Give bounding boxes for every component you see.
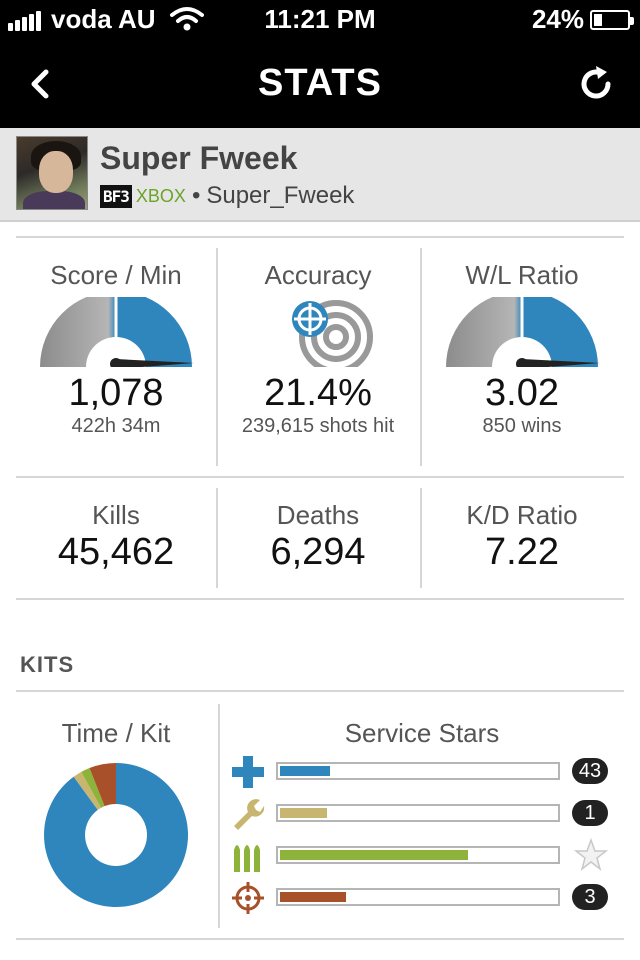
player-name: Super Fweek [100,140,298,176]
stat-kills: Kills 45,462 [16,500,216,574]
service-star-count: 3 [572,884,608,910]
service-star-row-recon: 3 [230,878,630,918]
service-star-progress [276,888,560,906]
wrench-icon [234,799,265,830]
stat-label: K/D Ratio [466,500,578,530]
stat-value: 3.02 [485,372,559,414]
ammo-icon [234,845,260,872]
divider [218,704,220,928]
signal-icon [8,9,43,31]
carrier-name: voda AU [51,4,156,34]
donut-slice-assault [43,763,189,907]
status-bar: voda AU 11:21 PM 24% [0,0,640,40]
stat-subtext: 850 wins [482,415,562,437]
time-per-kit: Time / Kit [16,718,216,749]
service-stars: Service Stars [222,718,622,749]
service-star-row-assault: 43 [230,752,630,792]
carrier-info: voda AU [8,4,156,35]
service-star-count: 43 [572,758,608,784]
service-star-progress [276,804,560,822]
stat-label: W/L Ratio [465,260,579,290]
stat-label: Kills [92,500,140,530]
stat-value: 21.4% [264,372,372,414]
target-icon [292,300,373,374]
stat-deaths: Deaths 6,294 [218,500,418,574]
crosshair-icon [232,882,264,914]
donut-slice-support [81,768,105,808]
service-star-row-engineer: 1 [230,794,630,834]
stat-subtext: 422h 34m [71,415,161,437]
bf3-logo: BF3 [100,184,132,208]
battery-icon [590,9,634,30]
chevron-left-icon[interactable] [22,64,62,104]
medic-cross-icon [232,756,264,788]
service-star-count: 1 [572,800,608,826]
clock: 11:21 PM [264,4,376,34]
gauge-icon [446,291,600,370]
service-star-progress [276,762,560,780]
divider [216,248,218,466]
stat-label: Deaths [276,500,360,530]
time-per-kit-donut [43,763,189,907]
divider [16,476,624,478]
service-stars-title: Service Stars [344,718,500,748]
star-icon [574,838,608,871]
stat-label: Score / Min [50,260,182,290]
divider [16,690,624,692]
service-star-row-support [230,836,630,876]
player-profile: Super Fweek BF3 XBOX • Super_Fweek [0,128,640,222]
divider [16,236,624,238]
time-per-kit-title: Time / Kit [61,718,171,748]
avatar [16,136,88,210]
battery-status: 24% [531,4,634,35]
stat-subtext: 239,615 shots hit [241,415,395,437]
gamertag: Super_Fweek [206,182,355,209]
gauge-icon [40,291,194,370]
stat-value: 7.22 [485,531,559,573]
xbox-logo: XBOX [135,185,186,206]
page-title: STATS [258,62,382,104]
stat-value: 45,462 [57,531,175,573]
divider [420,488,422,588]
platform-row: BF3 XBOX • Super_Fweek [100,182,354,210]
separator: • [191,182,201,209]
stat-value: 6,294 [270,531,366,573]
stat-label: Accuracy [264,260,372,290]
stat-accuracy: Accuracy 21.4% 239,615 shots hit [218,260,418,438]
wifi-icon [170,7,204,31]
stat-value: 1,078 [68,372,164,414]
divider [16,938,624,940]
stat-kd-ratio: K/D Ratio 7.22 [422,500,622,574]
donut-slice-recon [89,763,116,807]
divider [16,598,624,600]
section-title-kits: KITS [20,652,75,677]
donut-slice-engineer [73,771,102,810]
divider [420,248,422,466]
refresh-icon[interactable] [574,62,618,106]
nav-bar: STATS [0,40,640,128]
battery-percent: 24% [531,4,584,34]
stat-score-per-min: Score / Min 1,078 422h 34m [16,260,216,438]
stat-wl-ratio: W/L Ratio 3.02 850 wins [422,260,622,438]
divider [216,488,218,588]
service-star-progress [276,846,560,864]
